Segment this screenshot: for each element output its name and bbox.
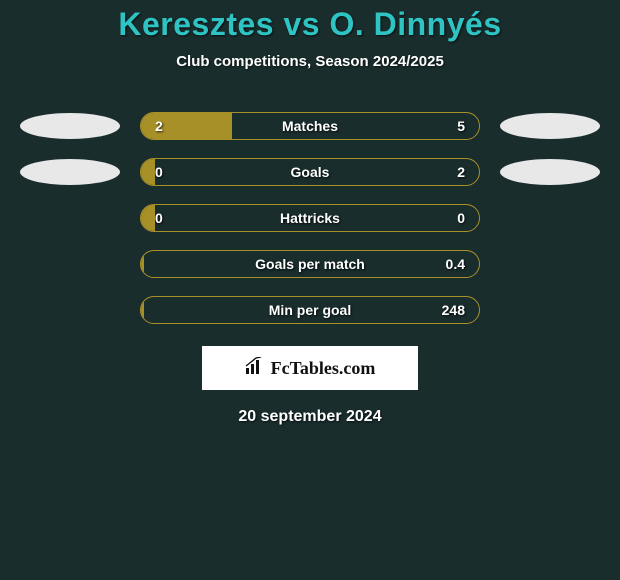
attribution-text: FcTables.com (271, 358, 376, 379)
comparison-card: Keresztes vs O. Dinnyés Club competition… (0, 0, 620, 580)
stat-label: Goals (291, 164, 330, 180)
date-label: 20 september 2024 (0, 408, 620, 426)
stat-label: Hattricks (280, 210, 340, 226)
stat-row: 2 Matches 5 (0, 112, 620, 140)
stat-bar-fill (141, 205, 155, 231)
stat-bar: 2 Matches 5 (140, 112, 480, 140)
stat-right-value: 0.4 (446, 256, 465, 272)
stat-right-value: 5 (457, 118, 465, 134)
stat-bar-fill (141, 159, 155, 185)
player-right-marker (500, 159, 600, 185)
chart-icon (245, 357, 265, 380)
stat-bar: Goals per match 0.4 (140, 250, 480, 278)
stat-bar-fill (141, 251, 144, 277)
stat-right-value: 0 (457, 210, 465, 226)
stat-bar-fill (141, 297, 144, 323)
stat-label: Goals per match (255, 256, 365, 272)
page-title: Keresztes vs O. Dinnyés (0, 6, 620, 43)
page-subtitle: Club competitions, Season 2024/2025 (0, 53, 620, 70)
stat-row: 0 Goals 2 (0, 158, 620, 186)
stat-bar: 0 Goals 2 (140, 158, 480, 186)
stat-row: Goals per match 0.4 (0, 250, 620, 278)
stat-left-value: 0 (155, 164, 163, 180)
stat-label: Min per goal (269, 302, 351, 318)
stat-right-value: 2 (457, 164, 465, 180)
player-right-marker (500, 113, 600, 139)
stat-label: Matches (282, 118, 338, 134)
stats-block: 2 Matches 5 0 Goals 2 0 Hattricks (0, 112, 620, 324)
stat-left-value: 2 (155, 118, 163, 134)
attribution-badge: FcTables.com (202, 346, 418, 390)
stat-row: Min per goal 248 (0, 296, 620, 324)
spacer (500, 297, 600, 323)
player-left-marker (20, 113, 120, 139)
stat-right-value: 248 (442, 302, 465, 318)
spacer (20, 297, 120, 323)
spacer (500, 205, 600, 231)
spacer (500, 251, 600, 277)
stat-left-value: 0 (155, 210, 163, 226)
spacer (20, 251, 120, 277)
stat-bar: 0 Hattricks 0 (140, 204, 480, 232)
stat-bar: Min per goal 248 (140, 296, 480, 324)
stat-row: 0 Hattricks 0 (0, 204, 620, 232)
spacer (20, 205, 120, 231)
player-left-marker (20, 159, 120, 185)
